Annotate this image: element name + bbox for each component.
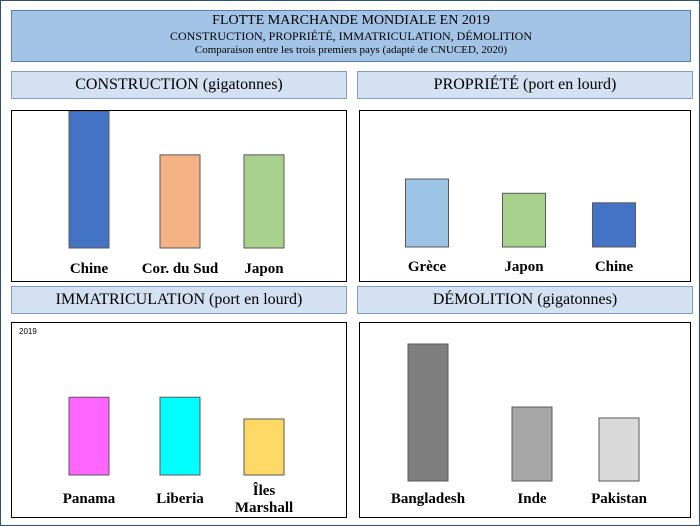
category-label-construction-1: Cor. du Sud (142, 261, 219, 277)
category-label-construction-2: Japon (244, 261, 284, 277)
category-label-demolition-1: Inde (517, 491, 547, 507)
figure-subtitle: CONSTRUCTION, PROPRIÉTÉ, IMMATRICULATION… (170, 29, 532, 43)
bar-demolition-0 (407, 343, 449, 482)
bar-propriete-0 (405, 178, 449, 248)
chart-immatriculation-svg: Panama Liberia Îles Marshall 2019 (19, 327, 293, 516)
bar-construction-1 (159, 154, 201, 249)
figure-title: FLOTTE MARCHANDE MONDIALE EN 2019 (212, 13, 490, 28)
category-label-demolition-2: Pakistan (591, 491, 648, 507)
figure-source-note: Comparaison entre les trois premiers pay… (194, 44, 508, 56)
chart-immatriculation: Panama Liberia Îles Marshall 2019 (11, 322, 347, 518)
category-label-propriete-1: Japon (504, 259, 544, 275)
chart-construction-svg: Chine Cor. du Sud Japon (68, 111, 285, 277)
panel-title-construction: CONSTRUCTION (gigatonnes) (11, 71, 347, 99)
figure-header: FLOTTE MARCHANDE MONDIALE EN 2019 CONSTR… (11, 10, 691, 62)
bar-immatriculation-2 (243, 418, 285, 476)
bar-construction-0 (68, 111, 110, 249)
bar-immatriculation-1 (159, 396, 201, 476)
category-label-propriete-0: Grèce (408, 259, 447, 275)
bar-demolition-2 (598, 417, 640, 482)
chart-construction: Chine Cor. du Sud Japon (11, 110, 347, 282)
panel-title-immatriculation: IMMATRICULATION (port en lourd) (11, 286, 347, 314)
annotation-immatriculation: 2019 (19, 327, 37, 336)
chart-propriete: Grèce Japon Chine (359, 110, 691, 282)
category-label-immatriculation-2: Îles Marshall (235, 482, 293, 516)
chart-demolition-svg: Bangladesh Inde Pakistan (391, 343, 648, 507)
chart-demolition: Bangladesh Inde Pakistan (359, 322, 691, 518)
panel-title-demolition: DÉMOLITION (gigatonnes) (357, 286, 693, 314)
bar-propriete-1 (502, 192, 546, 248)
category-label-propriete-2: Chine (595, 259, 634, 275)
panel-title-propriete: PROPRIÉTÉ (port en lourd) (357, 71, 693, 99)
category-label-demolition-0: Bangladesh (391, 491, 466, 507)
bar-demolition-1 (511, 406, 553, 482)
category-label-immatriculation-0: Panama (63, 491, 116, 507)
bar-immatriculation-0 (68, 396, 110, 476)
category-label-construction-0: Chine (70, 261, 109, 277)
category-label-immatriculation-1: Liberia (156, 491, 204, 507)
chart-propriete-svg: Grèce Japon Chine (405, 178, 636, 275)
bar-construction-2 (243, 154, 285, 249)
bar-propriete-2 (592, 202, 636, 248)
